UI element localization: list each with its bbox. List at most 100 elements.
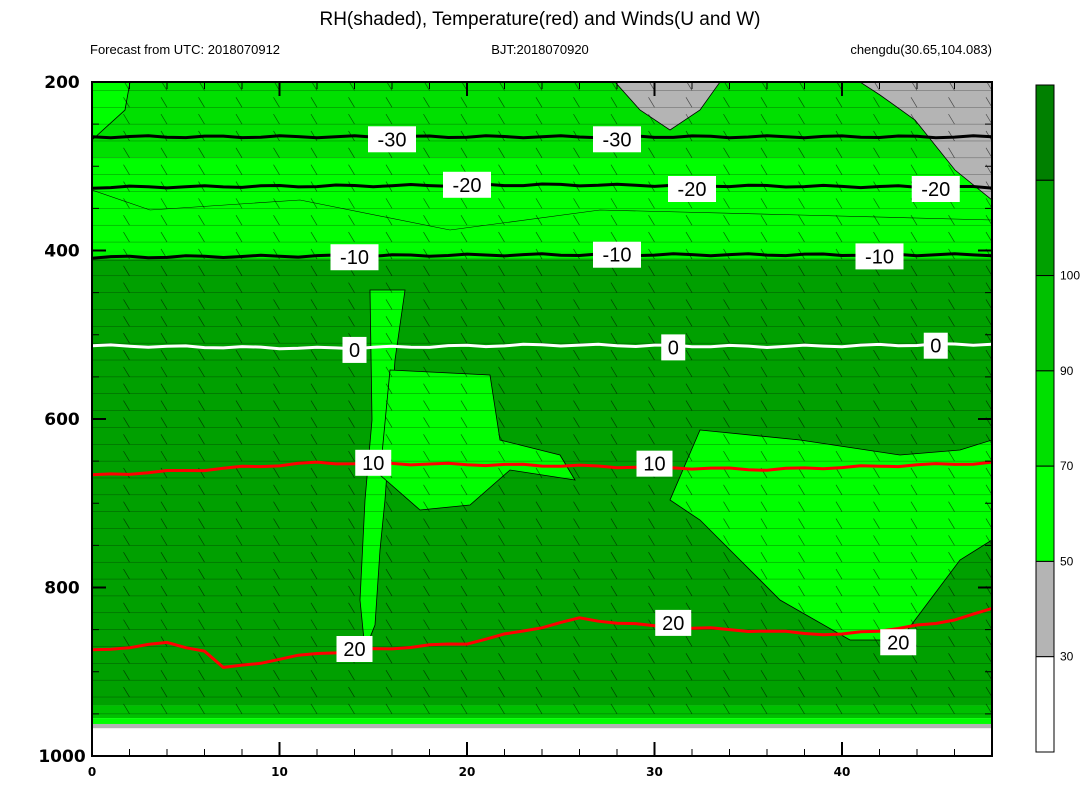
wind-barb xyxy=(948,636,955,647)
wind-barb xyxy=(873,619,880,630)
rh-patch-moist-lower-right xyxy=(669,429,992,641)
wind-barb xyxy=(798,653,805,664)
wind-barb xyxy=(760,332,768,344)
wind-barb xyxy=(423,282,430,293)
wind-barb xyxy=(910,417,918,428)
wind-barb xyxy=(460,703,468,715)
wind-barb xyxy=(760,417,768,428)
wind-barb xyxy=(235,467,243,479)
wind-barb xyxy=(760,366,768,378)
wind-barb xyxy=(573,299,580,310)
wind-barb xyxy=(385,113,393,125)
contour-label-box xyxy=(911,175,960,202)
wind-barb xyxy=(498,97,505,108)
wind-barb xyxy=(573,282,580,293)
wind-barb xyxy=(873,602,880,613)
wind-barb xyxy=(385,265,393,276)
wind-barb xyxy=(610,383,618,394)
wind-barb xyxy=(273,467,280,479)
wind-barb xyxy=(798,484,805,496)
wind-barb xyxy=(648,518,655,529)
wind-barb xyxy=(835,619,843,630)
wind-barb xyxy=(948,450,955,462)
contour-label-box xyxy=(368,126,416,153)
wind-barb xyxy=(610,231,618,243)
wind-barb xyxy=(310,585,318,597)
wind-barb xyxy=(685,417,693,428)
wind-barb xyxy=(385,552,393,563)
wind-barb xyxy=(160,265,168,276)
wind-barb xyxy=(648,383,655,394)
wind-barb xyxy=(273,434,280,445)
wind-barb xyxy=(310,265,318,276)
wind-barb xyxy=(198,602,205,613)
wind-barb xyxy=(910,535,918,546)
wind-barb xyxy=(123,97,130,108)
wind-barb xyxy=(760,484,768,496)
wind-barb xyxy=(385,316,393,327)
wind-barb xyxy=(760,316,768,327)
wind-barb xyxy=(198,568,205,580)
wind-barb xyxy=(535,147,543,159)
wind-barb xyxy=(385,686,393,698)
wind-barb xyxy=(423,653,430,664)
rh-band-5 xyxy=(92,723,992,729)
wind-barb xyxy=(685,653,693,664)
wind-barb xyxy=(685,113,693,125)
wind-barb xyxy=(235,265,243,276)
wind-barb xyxy=(835,467,843,479)
wind-barb xyxy=(160,316,168,327)
wind-barb xyxy=(498,535,505,546)
wind-barb xyxy=(498,282,505,293)
wind-barb xyxy=(385,484,393,496)
wind-barb xyxy=(573,669,580,681)
wind-barb xyxy=(648,113,655,125)
wind-barb xyxy=(385,636,393,647)
wind-barb xyxy=(835,703,843,715)
wind-barb xyxy=(310,349,318,361)
wind-barb xyxy=(273,636,280,647)
wind-barb xyxy=(235,653,243,664)
wind-barb xyxy=(573,686,580,698)
wind-barb xyxy=(460,484,468,496)
wind-barb xyxy=(273,619,280,630)
wind-barb xyxy=(423,619,430,630)
wind-barb xyxy=(498,585,505,597)
wind-barb xyxy=(273,265,280,276)
wind-barb xyxy=(385,97,393,108)
contour-label: -20 xyxy=(443,171,491,198)
wind-barb xyxy=(385,669,393,681)
wind-barb xyxy=(648,653,655,664)
wind-barb xyxy=(948,215,955,226)
wind-barb xyxy=(460,215,468,226)
wind-barb xyxy=(423,669,430,681)
wind-barb xyxy=(198,113,205,125)
wind-barb xyxy=(835,164,843,175)
wind-barb xyxy=(910,450,918,462)
wind-barb xyxy=(423,332,430,344)
wind-barb xyxy=(273,349,280,361)
wind-barb xyxy=(910,248,918,260)
contour-label-text: -20 xyxy=(453,175,482,197)
wind-barb xyxy=(235,299,243,310)
wind-barb xyxy=(348,686,355,698)
wind-barb xyxy=(198,501,205,512)
wind-barb xyxy=(535,332,543,344)
wind-barb xyxy=(385,434,393,445)
y-tick-label: 400 xyxy=(44,242,80,262)
wind-barb xyxy=(423,316,430,327)
wind-barb xyxy=(498,686,505,698)
wind-barb xyxy=(798,198,805,209)
contour-label-box xyxy=(668,175,716,202)
wind-barb xyxy=(535,198,543,209)
wind-barb xyxy=(873,653,880,664)
wind-barb xyxy=(648,316,655,327)
wind-barb xyxy=(798,147,805,159)
wind-barb xyxy=(348,602,355,613)
wind-barb xyxy=(123,400,130,411)
wind-barb xyxy=(873,484,880,496)
wind-barb xyxy=(685,316,693,327)
wind-barb xyxy=(723,97,730,108)
wind-barb xyxy=(273,568,280,580)
